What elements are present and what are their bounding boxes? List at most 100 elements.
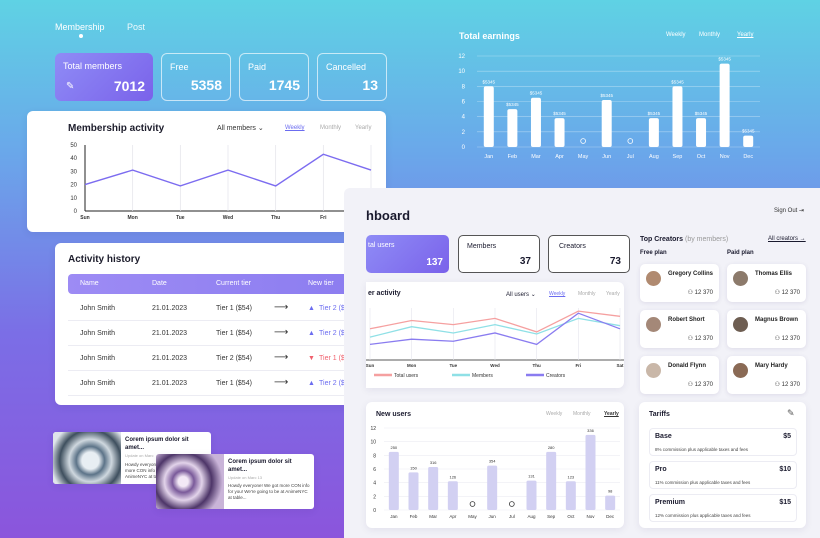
users-icon: ⚇ [774,336,780,342]
triangle-up-icon: ▲ [308,305,315,312]
member-count: 12 370 [694,336,713,342]
y-tick-label: 2 [462,130,466,136]
cell-new-tier: Tier 2 ($64) [319,330,355,337]
bar [388,451,399,510]
stat-label: Free [170,62,189,72]
cell-current-tier: Tier 1 ($54) [216,380,252,387]
table-row[interactable]: John Smith 21.01.2023 Tier 1 ($54) ⟶ ▲ T… [68,321,370,346]
x-tick-label: Sun [80,215,89,221]
table-row[interactable]: John Smith 21.01.2023 Tier 1 ($54) ⟶ ▲ T… [68,296,370,321]
members-filter-dropdown[interactable]: All members ⌄ [217,124,264,132]
users-filter-dropdown[interactable]: All users ⌄ [506,291,536,298]
bar [507,109,518,147]
all-creators-link[interactable]: All creators → [768,236,806,242]
avatar [733,271,748,286]
column-header: New tier [308,280,334,287]
creator-card[interactable]: Gregory Collins ⚇ 12 370 [640,264,719,302]
bar-value-label: 250 [390,445,397,450]
period-monthly[interactable]: Monthly [578,291,596,297]
y-tick-label: 10 [70,196,77,202]
x-tick-label: Wed [223,215,233,221]
tariff-item[interactable]: Premium $15 12% commission plus applicab… [649,494,797,522]
stat-cancelled[interactable]: Cancelled 13 [317,53,387,101]
y-tick-label: 2 [373,494,376,500]
y-tick-label: 6 [462,100,466,106]
creator-card[interactable]: Mary Hardy ⚇ 12 370 [727,356,806,394]
stat-label: Creators [559,243,586,250]
creator-name: Donald Flynn [668,363,706,369]
post-title: Corem ipsum dolor sit amet... [125,437,189,451]
x-tick-label: Jun [602,154,611,160]
period-monthly[interactable]: Monthly [573,411,591,417]
table-row[interactable]: John Smith 21.01.2023 Tier 2 ($54) ⟶ ▼ T… [68,346,370,371]
creator-card[interactable]: Donald Flynn ⚇ 12 370 [640,356,719,394]
tariff-price: $10 [779,466,791,473]
bar [601,99,612,147]
y-tick-label: 10 [370,440,376,446]
x-tick-label: Mon [128,215,138,221]
tab-membership[interactable]: Membership [55,22,105,32]
stat-value: 13 [362,77,378,93]
stat-members[interactable]: Members 37 [458,235,540,273]
dashboard-title: hboard [366,208,411,223]
period-weekly[interactable]: Weekly [546,411,563,417]
stat-paid[interactable]: Paid 1745 [239,53,309,101]
users-icon: ⚇ [774,382,780,388]
creator-card[interactable]: Magnus Brown ⚇ 12 370 [727,310,806,348]
sign-out-label: Sign Out [774,208,798,214]
period-yearly[interactable]: Yearly [355,125,372,131]
sign-out-button[interactable]: Sign Out ⇥ [774,207,804,214]
creator-card[interactable]: Thomas Ellis ⚇ 12 370 [727,264,806,302]
triangle-down-icon: ▼ [308,355,315,362]
chevron-down-icon: ⌄ [257,125,264,132]
x-tick-label: Dec [743,154,753,160]
legend-label: Total users [394,373,419,379]
period-yearly[interactable]: Yearly [604,411,619,417]
active-tab-indicator [79,34,83,38]
period-weekly[interactable]: Weekly [285,125,305,131]
stat-total-users[interactable]: tal users 137 [366,235,449,273]
period-yearly[interactable]: Yearly [606,291,620,297]
edit-icon[interactable]: ✎ [787,408,795,418]
stat-total-members[interactable]: Total members ✎ 7012 [55,53,153,101]
x-tick-label: Jul [509,514,515,519]
tariff-item[interactable]: Base $5 8% commission plus applicable ta… [649,428,797,456]
x-tick-label: Sep [547,514,556,519]
creator-card[interactable]: Robert Short ⚇ 12 370 [640,310,719,348]
bar [447,481,458,510]
stat-free[interactable]: Free 5358 [161,53,231,101]
earnings-monthly[interactable]: Monthly [699,32,721,38]
edit-icon[interactable]: ✎ [66,81,75,92]
bar [696,118,707,147]
table-row[interactable]: John Smith 21.01.2023 Tier 1 ($54) ⟶ ▲ T… [68,371,370,396]
x-tick-label: Sat [616,363,624,368]
table-header: Name Date Current tier New tier [68,274,370,294]
y-tick-label: 4 [373,481,376,487]
tariff-name: Pro [655,466,667,473]
member-count: 12 370 [781,336,800,342]
cell-name: John Smith [80,355,116,362]
bar-value-label: $5345 [648,111,661,116]
stat-value: 5358 [190,77,222,93]
stat-label: tal users [368,242,395,249]
avatar [733,363,748,378]
x-tick-label: Apr [555,154,564,160]
card-title: Membership activity [68,123,165,134]
avatar [733,317,748,332]
arrow-right-icon: ⟶ [274,352,289,363]
tariff-item[interactable]: Pro $10 11% commission plus applicable t… [649,461,797,489]
x-tick-label: Feb [410,514,418,519]
post-card[interactable]: Corem ipsum dolor sit amet... Update on … [156,454,314,509]
stat-creators[interactable]: Creators 73 [548,235,630,273]
tab-post[interactable]: Post [127,22,146,32]
bar-value-label: 316 [430,460,437,465]
user-activity-card: er activity All users ⌄ Weekly Monthly Y… [366,282,624,388]
creator-count: ⚇ 12 370 [775,335,800,342]
x-tick-label: Nov [720,154,730,160]
earnings-weekly[interactable]: Weekly [666,32,686,38]
earnings-yearly[interactable]: Yearly [737,32,754,38]
zero-marker [509,501,515,507]
period-weekly[interactable]: Weekly [549,291,566,297]
cell-date: 21.01.2023 [152,330,188,337]
period-monthly[interactable]: Monthly [320,125,342,131]
